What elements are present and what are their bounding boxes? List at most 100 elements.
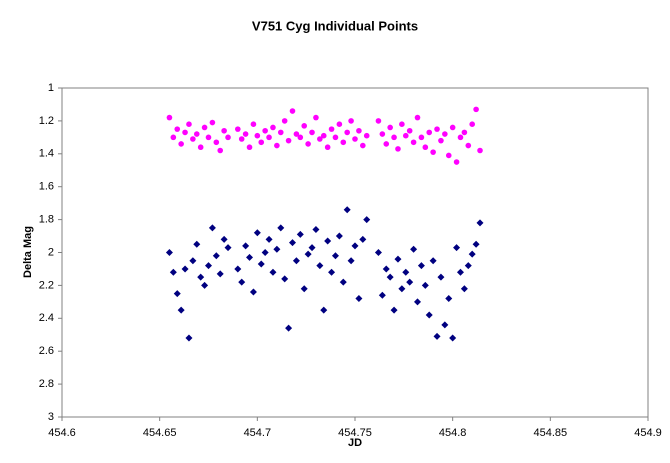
point [356, 127, 362, 134]
point [472, 240, 480, 248]
point [213, 139, 220, 146]
point [258, 139, 265, 146]
point [344, 129, 350, 136]
y-axis-label: Delta Mag [22, 226, 34, 278]
point [387, 124, 393, 131]
point [429, 257, 437, 265]
point [445, 152, 452, 159]
point [332, 134, 339, 141]
point [205, 134, 212, 141]
y-tick-label: 2.4 [39, 312, 54, 324]
point [201, 124, 208, 131]
point [453, 244, 461, 252]
point [374, 249, 382, 256]
y-tick-label: 2.8 [39, 378, 54, 390]
point [402, 132, 409, 139]
point [414, 114, 421, 121]
point [277, 129, 284, 136]
point [250, 121, 257, 127]
point [238, 278, 246, 286]
point [433, 332, 441, 340]
point [190, 136, 196, 142]
point [212, 252, 220, 260]
point [312, 225, 320, 233]
point [379, 131, 386, 137]
point [461, 129, 468, 136]
point [386, 273, 394, 281]
point [253, 229, 261, 237]
point [220, 235, 228, 243]
point [277, 224, 285, 232]
x-tick-label: 454.85 [534, 427, 568, 439]
point [274, 142, 280, 149]
point [453, 159, 460, 165]
x-tick-label: 454.9 [634, 427, 662, 439]
point [343, 206, 351, 214]
point [449, 334, 457, 342]
point [375, 118, 382, 124]
point [442, 131, 448, 137]
x-axis-label: JD [348, 437, 362, 449]
y-tick-label: 2 [48, 246, 54, 258]
x-tick-label: 454.75 [338, 427, 372, 439]
point [288, 239, 296, 247]
point [468, 250, 476, 258]
point [421, 281, 429, 289]
point [395, 146, 401, 152]
point [224, 244, 232, 252]
y-tick-label: 2.6 [39, 345, 54, 357]
point [363, 216, 371, 224]
point [289, 108, 296, 114]
x-tick-label: 454.8 [439, 427, 467, 439]
point [238, 136, 245, 142]
point [438, 137, 444, 144]
point [422, 144, 429, 151]
point [320, 306, 328, 314]
point [414, 298, 422, 306]
point [269, 268, 277, 276]
point [201, 281, 209, 289]
point [336, 121, 343, 127]
point [178, 141, 184, 147]
point [305, 141, 311, 147]
point [193, 240, 201, 248]
point [300, 285, 308, 293]
point [309, 129, 315, 136]
y-tick-label: 3 [48, 411, 54, 423]
point [304, 250, 312, 258]
point [205, 262, 212, 270]
point [208, 224, 216, 232]
point [331, 252, 339, 260]
point [320, 132, 327, 139]
y-tick-label: 1.8 [39, 214, 54, 226]
point [449, 124, 456, 131]
point [328, 268, 336, 276]
point [293, 131, 300, 137]
point [254, 132, 261, 139]
point [246, 253, 254, 261]
point [418, 134, 425, 141]
point [378, 291, 386, 299]
point [456, 268, 464, 276]
point [402, 268, 410, 276]
point [348, 118, 354, 124]
point [457, 134, 464, 141]
x-tick-label: 454.65 [143, 427, 177, 439]
y-tick-label: 1.2 [39, 115, 54, 127]
point [352, 136, 358, 142]
point [221, 127, 227, 134]
point [410, 139, 417, 146]
point [281, 275, 289, 283]
point [339, 278, 347, 286]
y-tick-label: 1.6 [39, 181, 54, 193]
point [473, 106, 479, 113]
point [270, 124, 276, 131]
point [242, 131, 249, 137]
point [296, 230, 304, 238]
point [316, 262, 324, 270]
point [174, 126, 181, 132]
point [261, 249, 269, 256]
point [235, 126, 241, 132]
point [426, 129, 433, 136]
